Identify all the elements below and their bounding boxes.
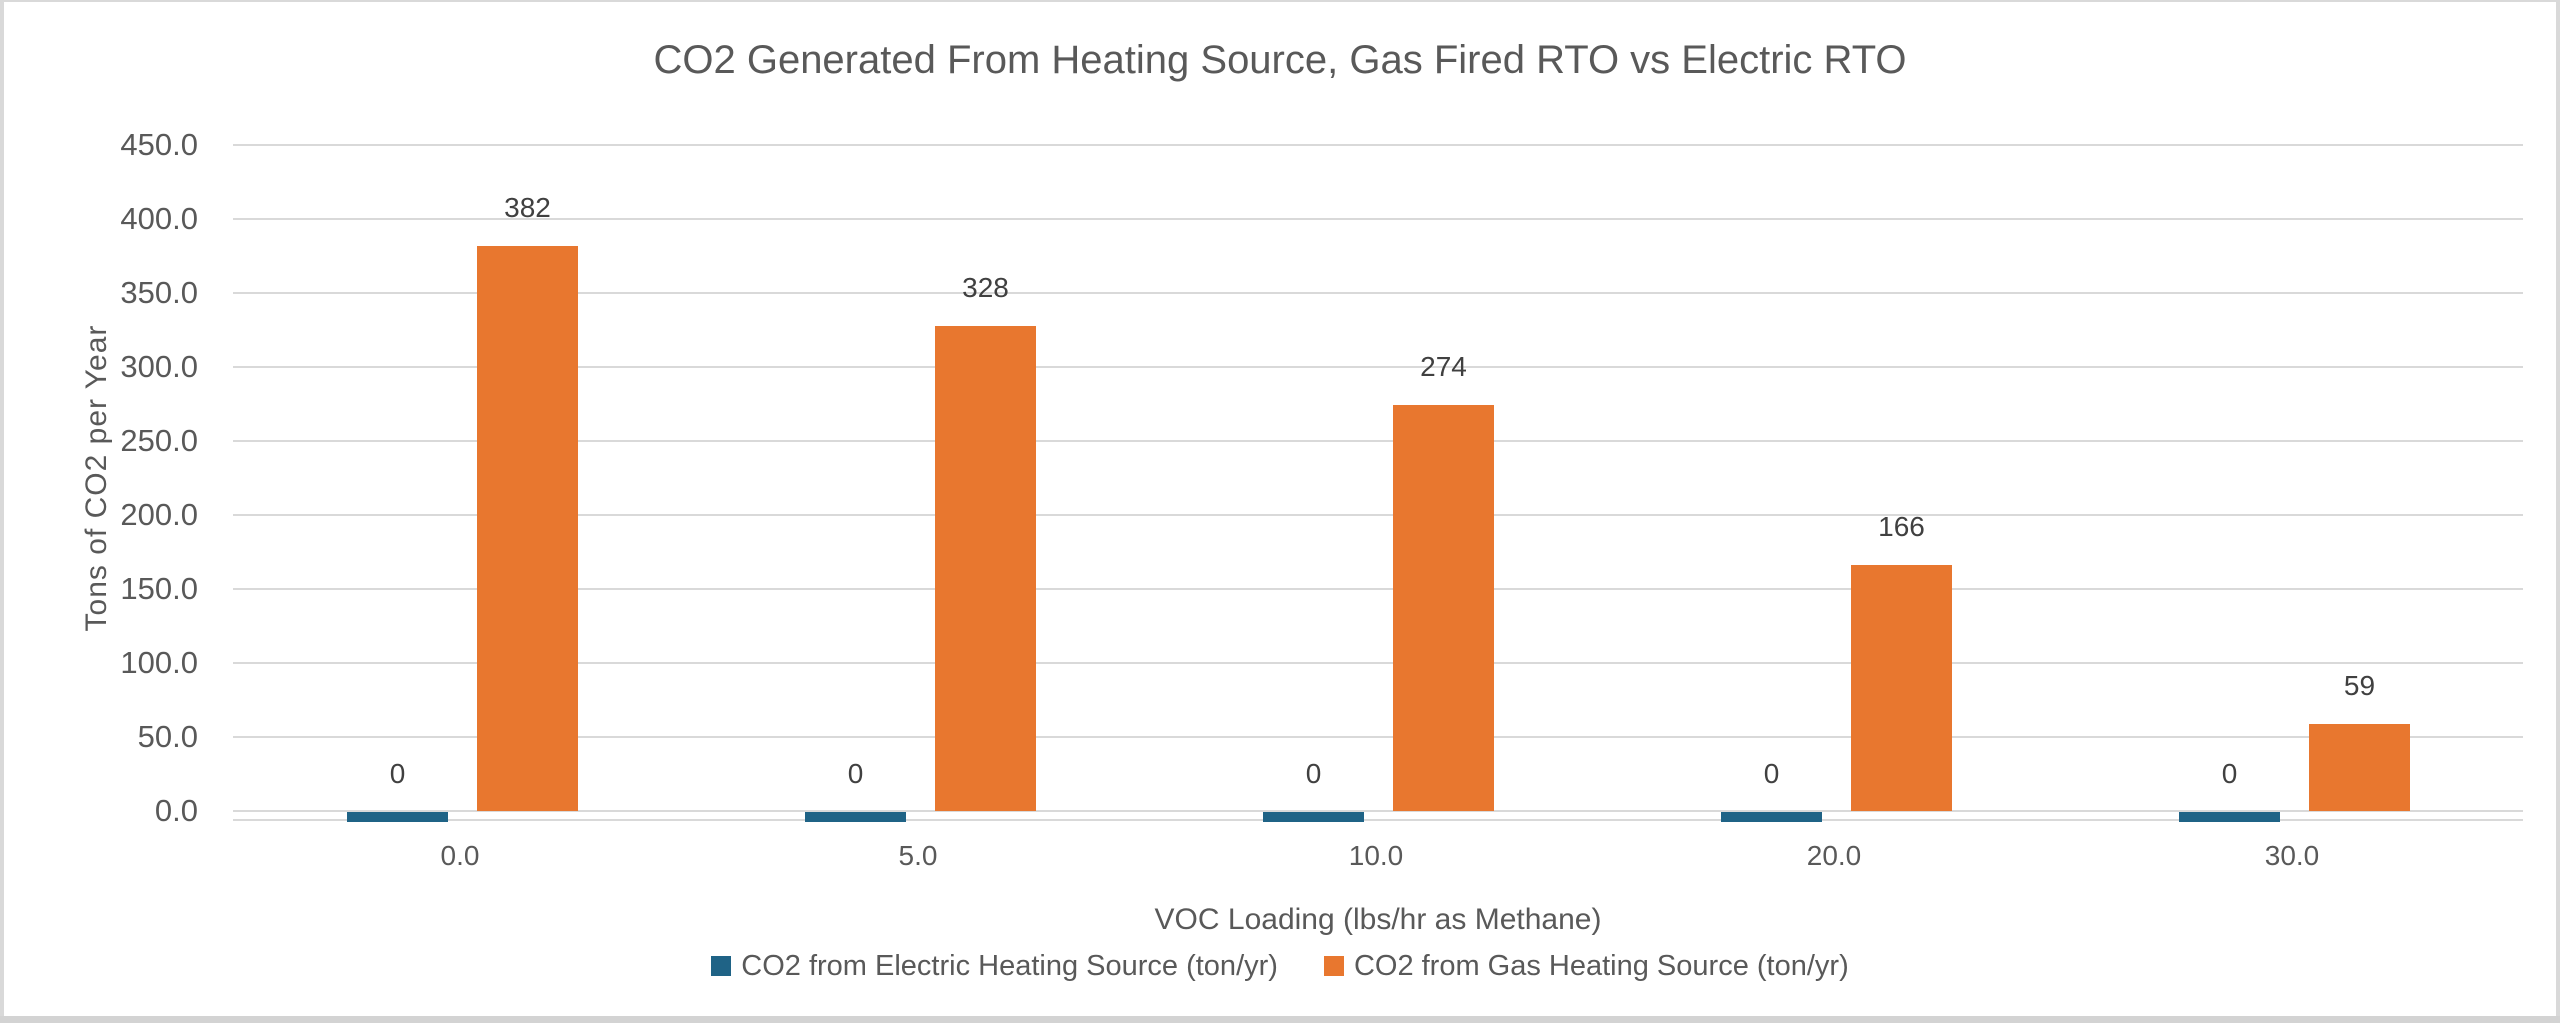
gridline — [233, 218, 2523, 220]
y-tick-label: 150.0 — [120, 571, 198, 606]
chart-border-top — [0, 0, 2560, 2]
value-label-electric: 0 — [389, 758, 406, 789]
value-label-electric: 0 — [1305, 758, 1322, 789]
y-tick-label: 200.0 — [120, 497, 198, 532]
chart-legend: CO2 from Electric Heating Source (ton/yr… — [0, 951, 2560, 981]
value-label-gas: 382 — [504, 192, 551, 223]
y-tick-label: 350.0 — [120, 275, 198, 310]
gridline — [233, 810, 2523, 812]
y-tick-label: 300.0 — [120, 349, 198, 384]
legend-item: CO2 from Electric Heating Source (ton/yr… — [711, 951, 1278, 981]
gridline — [233, 736, 2523, 738]
gridline — [233, 662, 2523, 664]
value-label-electric: 0 — [1763, 758, 1780, 789]
y-tick-label: 250.0 — [120, 423, 198, 458]
legend-marker-icon — [711, 956, 732, 976]
bottom-strip — [0, 1016, 2560, 1023]
x-axis-line — [233, 819, 2523, 821]
bar-electric — [2179, 812, 2280, 822]
bar-gas — [2309, 724, 2410, 811]
chart-border-right — [2556, 0, 2560, 1016]
chart-border-left — [0, 0, 4, 1016]
legend-label: CO2 from Gas Heating Source (ton/yr) — [1353, 950, 1849, 982]
bar-gas — [1393, 405, 1494, 811]
bar-gas — [935, 326, 1036, 811]
bar-electric — [347, 812, 448, 822]
y-tick-label: 0.0 — [154, 793, 198, 828]
bar-gas — [1851, 565, 1952, 811]
gridline — [233, 588, 2523, 590]
category-label: 0.0 — [440, 840, 480, 871]
value-label-gas: 274 — [1420, 351, 1467, 382]
legend-label: CO2 from Electric Heating Source (ton/yr… — [741, 950, 1278, 982]
value-label-electric: 0 — [847, 758, 864, 789]
category-label: 5.0 — [898, 840, 938, 871]
y-tick-label: 450.0 — [120, 127, 198, 162]
y-tick-label: 50.0 — [137, 719, 198, 754]
legend-marker-icon — [1323, 956, 1344, 976]
value-label-gas: 328 — [962, 272, 1009, 303]
bar-electric — [1721, 812, 1822, 822]
value-label-gas: 166 — [1878, 511, 1925, 542]
gridline — [233, 292, 2523, 294]
gridline — [233, 366, 2523, 368]
category-label: 20.0 — [1806, 840, 1862, 871]
bar-gas — [477, 246, 578, 811]
chart-title: CO2 Generated From Heating Source, Gas F… — [653, 38, 1907, 82]
gridline — [233, 440, 2523, 442]
bar-electric — [1263, 812, 1364, 822]
gridline — [233, 514, 2523, 516]
bar-electric — [805, 812, 906, 822]
y-tick-label: 400.0 — [120, 201, 198, 236]
gridline — [233, 144, 2523, 146]
value-label-electric: 0 — [2221, 758, 2238, 789]
legend-item: CO2 from Gas Heating Source (ton/yr) — [1323, 950, 1849, 982]
value-label-gas: 59 — [2343, 670, 2376, 701]
x-axis-title: VOC Loading (lbs/hr as Methane) — [1154, 903, 1602, 936]
category-label: 10.0 — [1348, 840, 1404, 871]
y-tick-label: 100.0 — [120, 645, 198, 680]
category-label: 30.0 — [2264, 840, 2320, 871]
